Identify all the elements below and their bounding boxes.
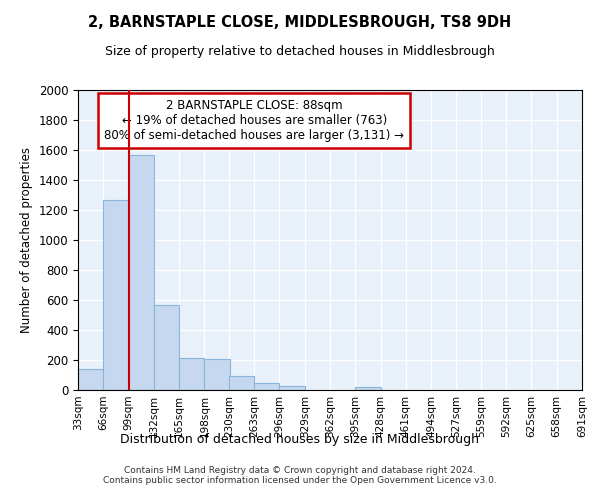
Bar (78, 369, 103, 390)
Bar (254, 382, 280, 390)
Text: 2, BARNSTAPLE CLOSE, MIDDLESBROUGH, TS8 9DH: 2, BARNSTAPLE CLOSE, MIDDLESBROUGH, TS8 … (88, 15, 512, 30)
Bar (280, 386, 305, 390)
Bar (355, 387, 380, 390)
Y-axis label: Number of detached properties: Number of detached properties (20, 147, 33, 333)
Text: 2 BARNSTAPLE CLOSE: 88sqm
← 19% of detached houses are smaller (763)
80% of semi: 2 BARNSTAPLE CLOSE: 88sqm ← 19% of detac… (104, 99, 404, 142)
Text: Distribution of detached houses by size in Middlesbrough: Distribution of detached houses by size … (121, 432, 479, 446)
Bar (179, 358, 205, 390)
Text: Contains HM Land Registry data © Crown copyright and database right 2024.
Contai: Contains HM Land Registry data © Crown c… (103, 466, 497, 485)
Bar (205, 358, 230, 390)
Bar (103, 200, 128, 390)
Bar (229, 376, 254, 390)
Bar (154, 304, 179, 390)
Bar (128, 154, 154, 390)
Text: Size of property relative to detached houses in Middlesbrough: Size of property relative to detached ho… (105, 45, 495, 58)
